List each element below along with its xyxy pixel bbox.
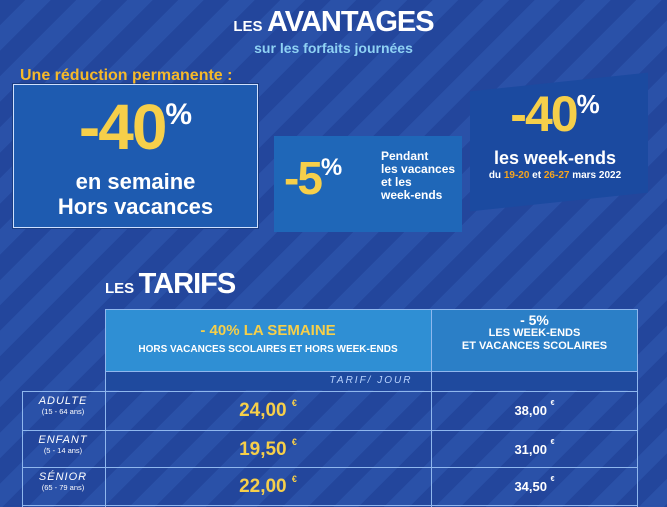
weekend-discount-value: -40% <box>510 86 600 142</box>
grid-line <box>22 430 638 431</box>
tarifs-title: LES TARIFS <box>105 268 236 300</box>
row-label-adulte: ADULTE (15 - 64 ans) <box>38 395 88 416</box>
grid-line <box>105 309 638 310</box>
price-week-enfant: 19,50 € <box>239 437 297 460</box>
price-weekend-senior: 34,50 € <box>514 476 555 494</box>
avantages-title: LES AVANTAGES <box>0 6 667 39</box>
holiday-discount-value: -5% <box>284 152 343 204</box>
column-header-weekday <box>105 309 431 371</box>
avantages-subtitle: sur les forfaits journées <box>254 40 413 56</box>
column-header-weekend <box>432 309 637 371</box>
grid-line <box>22 391 638 392</box>
title-prefix: LES <box>233 18 263 35</box>
unit-row: TARIF/ JOUR <box>105 372 637 390</box>
grid-line <box>105 371 638 372</box>
column-weekday-title: - 40% LA SEMAINE <box>200 322 336 339</box>
holiday-discount-text: Pendant les vacances et les week-ends <box>381 149 456 202</box>
price-week-senior: 22,00 € <box>239 474 297 497</box>
weekday-discount-panel: -40% en semaine Hors vacances <box>13 84 258 228</box>
grid-line <box>637 309 638 507</box>
grid-line <box>22 505 638 506</box>
weekday-discount-value: -40% <box>78 91 193 163</box>
grid-line <box>22 392 23 507</box>
row-label-senior: SÉNIOR (65 - 79 ans) <box>38 471 88 492</box>
grid-line <box>105 309 106 507</box>
weekend-line1: les week-ends <box>493 148 617 168</box>
holiday-discount-panel: -5% Pendant les vacances et les week-end… <box>274 136 462 232</box>
row-label-enfant: ENFANT (5 - 14 ans) <box>38 434 88 455</box>
weekday-line1: en semaine <box>75 169 196 194</box>
grid-line <box>431 309 432 507</box>
permanent-reduction-label: Une réduction permanente : <box>20 67 233 84</box>
price-week-adulte: 24,00 € <box>239 398 297 421</box>
price-weekend-enfant: 31,00 € <box>514 439 555 457</box>
title-main: AVANTAGES <box>267 6 435 38</box>
grid-line <box>22 467 638 468</box>
weekday-line2: Hors vacances <box>57 194 214 219</box>
price-weekend-adulte: 38,00 € <box>514 400 555 418</box>
column-weekend-title: - 5% LES WEEK-ENDS ET VACANCES SCOLAIRES <box>461 312 608 352</box>
column-weekday-subtitle: HORS VACANCES SCOLAIRES ET HORS WEEK-END… <box>138 344 398 355</box>
weekend-dates: du 19-20 et 26-27 mars 2022 <box>488 170 622 181</box>
